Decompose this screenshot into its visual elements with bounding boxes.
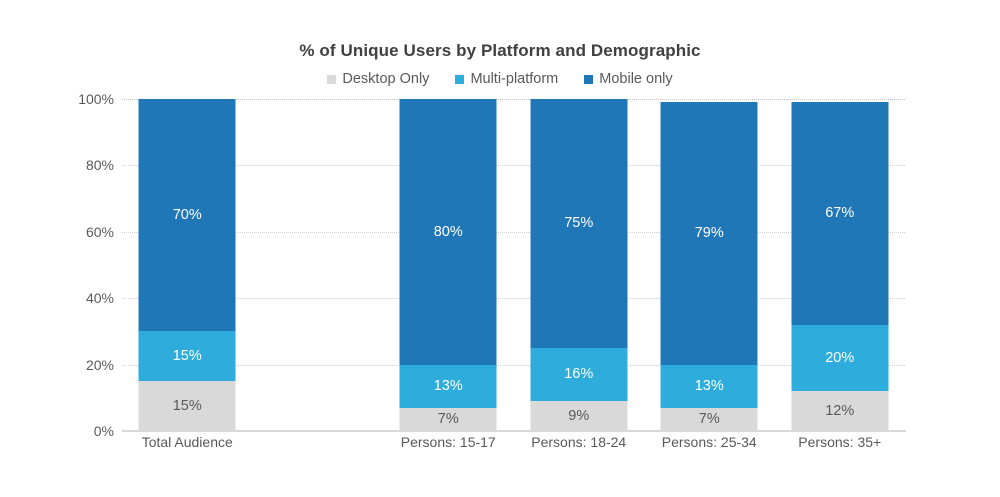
legend-label: Mobile only [599,71,673,87]
x-axis-tick-label: Persons: 18-24 [531,434,627,450]
legend-item[interactable]: Desktop Only [327,71,429,87]
gridline [122,231,905,233]
stacked-bar[interactable]: 7% 13% 79% [660,99,758,431]
y-axis-tick-label: 40% [85,290,114,307]
y-axis-tick-label: 0% [93,423,114,439]
x-axis-tick-label: Persons: 35+ [798,434,882,450]
legend-label: Multi-platform [470,71,559,87]
chart-legend: Desktop Only Multi-platform Mobile only [0,71,1000,87]
bar-segment-label: 75% [564,215,594,232]
bars-layer: 15% 15% 70% 7% 13% 80% 9% 16% 75% 7% 13% 79% 12% 20% 6… [122,99,905,431]
legend-swatch-icon [584,74,594,84]
gridline [122,364,905,366]
bar-segment-label: 15% [172,348,202,365]
bar-segment-label: 80% [433,223,463,240]
bar-segment[interactable]: 15% [138,381,236,431]
bar-segment[interactable]: 67% [791,102,889,325]
bar-segment-label: 15% [172,397,202,414]
bar-segment[interactable]: 15% [138,331,236,382]
legend-item[interactable]: Mobile only [584,71,673,87]
bar-segment[interactable]: 7% [399,407,497,431]
bar-group [253,99,384,431]
bar-segment-label: 67% [825,205,855,222]
bar-segment[interactable]: 13% [399,364,497,408]
bar-segment-label: 79% [694,225,724,242]
x-axis: Total Audience Persons: 15-17 Persons: 18-… [122,434,905,460]
y-axis-tick-label: 20% [85,356,114,373]
x-axis-baseline [122,430,906,432]
bar-segment-label: 13% [694,377,724,394]
bar-group: 9% 16% 75% [514,99,645,431]
bar-segment-label: 9% [568,407,590,424]
stacked-bar[interactable]: 15% 15% 70% [138,99,236,431]
bar-segment-label: 16% [564,366,594,383]
legend-label: Desktop Only [342,71,430,87]
gridline [122,165,905,167]
bar-segment-label: 7% [698,411,720,428]
y-axis-tick-label: 100% [78,91,114,107]
bar-segment-label: 12% [825,402,855,419]
bar-group: 12% 20% 67% [775,99,906,431]
bar-segment[interactable]: 13% [660,364,758,408]
bar-group: 15% 15% 70% [122,99,253,431]
bar-segment[interactable]: 70% [138,99,236,332]
stacked-bar[interactable]: 12% 20% 67% [791,99,889,431]
bar-segment[interactable]: 7% [660,407,758,431]
bar-group: 7% 13% 80% [383,99,514,431]
chart-title: % of Unique Users by Platform and Demogr… [299,41,701,60]
stacked-bar[interactable]: 9% 16% 75% [530,99,628,431]
bar-segment[interactable]: 20% [791,324,889,392]
bar-segment-label: 20% [825,349,855,366]
bar-segment-label: 70% [172,206,202,223]
y-axis-tick-label: 80% [85,157,114,174]
bar-segment[interactable]: 80% [399,99,497,365]
legend-swatch-icon [455,74,465,84]
legend-swatch-icon [327,74,337,84]
bar-segment[interactable]: 12% [791,391,889,431]
x-axis-tick-label: Total Audience [141,434,233,450]
bar-segment[interactable]: 16% [530,348,628,402]
gridline [122,298,905,300]
bar-segment-label: 7% [437,411,459,428]
stacked-bar[interactable]: 7% 13% 80% [399,99,497,431]
bar-segment[interactable]: 9% [530,401,628,431]
y-axis: 0% 20% 40% 60% 80% 100% [62,91,114,439]
plot-area [122,99,905,431]
gridline [122,99,905,100]
x-axis-tick-label: Persons: 25-34 [661,434,757,450]
legend-item[interactable]: Multi-platform [455,71,558,87]
y-axis-tick-label: 60% [85,223,114,240]
bar-segment-label: 13% [433,377,463,394]
bar-segment[interactable]: 75% [530,99,628,348]
bar-segment[interactable]: 79% [660,102,758,365]
bar-group: 7% 13% 79% [644,99,775,431]
x-axis-tick-label: Persons: 15-17 [400,434,496,450]
